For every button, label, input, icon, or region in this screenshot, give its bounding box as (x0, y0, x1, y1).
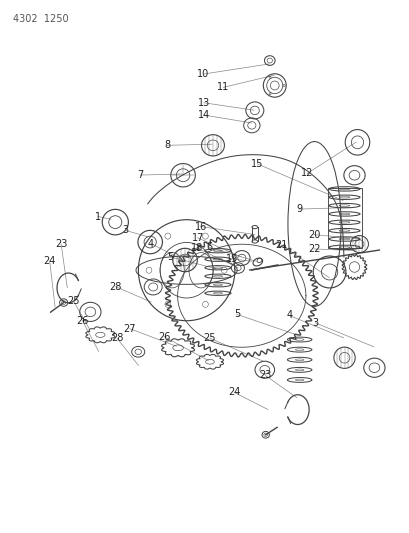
Text: 23: 23 (258, 370, 271, 381)
Text: 1: 1 (94, 212, 101, 222)
Text: 12: 12 (300, 168, 312, 179)
Text: 5: 5 (167, 252, 173, 262)
Text: 7: 7 (137, 170, 143, 180)
Text: 4302  1250: 4302 1250 (13, 14, 68, 24)
Text: 8: 8 (164, 140, 170, 150)
Text: 14: 14 (197, 110, 209, 120)
Text: 13: 13 (197, 98, 209, 108)
Text: 22: 22 (307, 244, 319, 254)
Text: 21: 21 (275, 240, 287, 250)
Text: 5: 5 (233, 309, 239, 319)
Text: 20: 20 (307, 230, 319, 240)
Text: 3: 3 (122, 225, 128, 236)
Text: 3: 3 (312, 318, 318, 328)
Text: 4: 4 (285, 310, 292, 320)
Text: 15: 15 (250, 159, 263, 169)
Text: 10: 10 (197, 69, 209, 79)
Text: 9: 9 (295, 204, 301, 214)
Text: 24: 24 (43, 256, 56, 266)
Text: 6: 6 (205, 243, 211, 252)
Text: 26: 26 (157, 332, 170, 342)
Text: 4: 4 (148, 239, 154, 248)
Text: 19: 19 (226, 254, 238, 264)
Text: 28: 28 (111, 333, 123, 343)
Text: 26: 26 (76, 316, 88, 326)
Text: 11: 11 (217, 82, 229, 92)
Text: 17: 17 (191, 233, 203, 243)
Text: 23: 23 (55, 239, 67, 249)
Text: 25: 25 (203, 333, 216, 343)
Text: 24: 24 (228, 387, 240, 398)
Text: 25: 25 (67, 296, 79, 306)
Text: 28: 28 (110, 282, 122, 292)
Text: 27: 27 (123, 324, 136, 334)
Text: 16: 16 (194, 222, 207, 232)
Bar (327, 188, 362, 248)
Text: 18: 18 (190, 243, 202, 253)
